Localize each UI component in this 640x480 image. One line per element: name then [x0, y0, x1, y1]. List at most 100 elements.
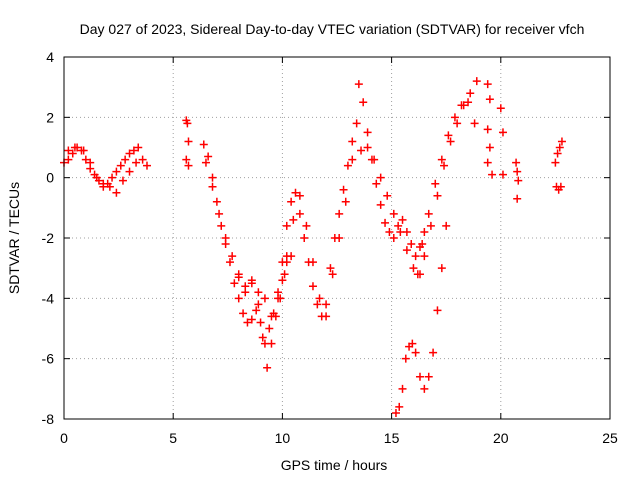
- data-point: [287, 197, 296, 206]
- data-point: [308, 258, 317, 267]
- y-tick-label: -4: [42, 290, 55, 306]
- series-sat-g: [278, 119, 361, 321]
- data-point: [402, 246, 411, 255]
- data-point: [444, 131, 453, 140]
- data-point: [407, 240, 416, 249]
- data-point: [280, 270, 289, 279]
- series-sat-h: [282, 155, 357, 321]
- data-point: [247, 276, 256, 285]
- data-point: [437, 155, 446, 164]
- data-point: [376, 200, 385, 209]
- data-point: [182, 155, 191, 164]
- data-point: [289, 215, 298, 224]
- y-tick-label: 4: [46, 49, 54, 65]
- series-sat-p: [512, 158, 523, 203]
- data-point: [221, 234, 230, 242]
- data-point: [99, 179, 108, 188]
- series-sat-e: [201, 158, 289, 321]
- data-point: [420, 227, 429, 236]
- data-point: [129, 146, 138, 155]
- series-sat-o: [496, 104, 507, 179]
- data-point: [483, 125, 492, 134]
- data-point: [343, 161, 352, 170]
- data-point: [472, 77, 481, 86]
- data-point: [335, 234, 344, 242]
- data-point: [389, 209, 398, 218]
- data-point: [335, 209, 344, 218]
- data-point: [212, 197, 221, 206]
- data-point: [394, 221, 403, 230]
- x-tick-label: 15: [384, 430, 400, 446]
- data-point: [278, 276, 287, 285]
- data-point: [385, 227, 394, 236]
- data-point: [551, 158, 560, 167]
- data-point: [315, 294, 324, 303]
- data-point: [485, 143, 494, 152]
- data-point: [132, 158, 141, 167]
- data-point: [450, 113, 459, 122]
- data-point: [357, 146, 366, 155]
- data-point: [81, 155, 90, 164]
- data-point: [359, 98, 368, 107]
- data-point: [457, 101, 466, 110]
- data-point: [282, 221, 291, 230]
- data-point: [116, 161, 125, 170]
- data-point: [274, 288, 283, 297]
- data-point: [64, 146, 73, 155]
- y-tick-label: -6: [42, 351, 55, 367]
- data-point: [295, 191, 304, 200]
- data-point: [322, 312, 331, 321]
- data-point: [483, 158, 492, 167]
- series-sat-j: [357, 143, 424, 279]
- data-point: [247, 315, 256, 324]
- data-point: [513, 194, 522, 203]
- data-point: [498, 170, 507, 179]
- data-point: [300, 234, 309, 242]
- data-point: [184, 161, 193, 170]
- data-point: [411, 348, 420, 357]
- data-point: [234, 294, 243, 303]
- data-point: [108, 173, 117, 182]
- data-point: [446, 137, 455, 146]
- data-point: [401, 354, 410, 363]
- data-point: [557, 137, 566, 146]
- data-point: [391, 408, 400, 417]
- data-point: [466, 89, 475, 98]
- data-point: [241, 282, 250, 291]
- data-point: [267, 339, 276, 348]
- data-point: [254, 288, 263, 297]
- data-point: [291, 188, 300, 197]
- data-point: [442, 221, 451, 230]
- data-point: [389, 234, 398, 242]
- data-point: [228, 252, 237, 261]
- series-sat-m: [418, 98, 479, 249]
- data-point: [68, 149, 77, 158]
- data-point: [215, 209, 224, 218]
- data-point: [555, 143, 564, 152]
- data-point: [308, 282, 317, 291]
- data-point: [496, 104, 505, 113]
- y-tick-label: -8: [42, 411, 55, 427]
- data-point: [348, 155, 357, 164]
- series-sat-d: [199, 140, 296, 348]
- data-point: [243, 318, 252, 327]
- data-point: [112, 188, 121, 197]
- series-sat-i: [354, 80, 429, 261]
- y-tick-label: 2: [46, 109, 54, 125]
- data-point: [92, 173, 101, 182]
- data-point: [105, 182, 114, 191]
- series-sat-c: [182, 116, 193, 170]
- data-point: [328, 270, 337, 279]
- series-sat-n: [483, 80, 497, 179]
- data-point: [363, 128, 372, 137]
- data-point: [121, 155, 130, 164]
- data-point: [208, 182, 217, 191]
- data-point: [483, 80, 492, 89]
- data-point: [201, 158, 210, 167]
- data-point: [398, 384, 407, 393]
- data-point: [426, 221, 435, 230]
- data-point: [424, 372, 433, 381]
- data-point: [142, 161, 151, 170]
- x-tick-label: 0: [60, 430, 68, 446]
- data-point: [234, 273, 243, 282]
